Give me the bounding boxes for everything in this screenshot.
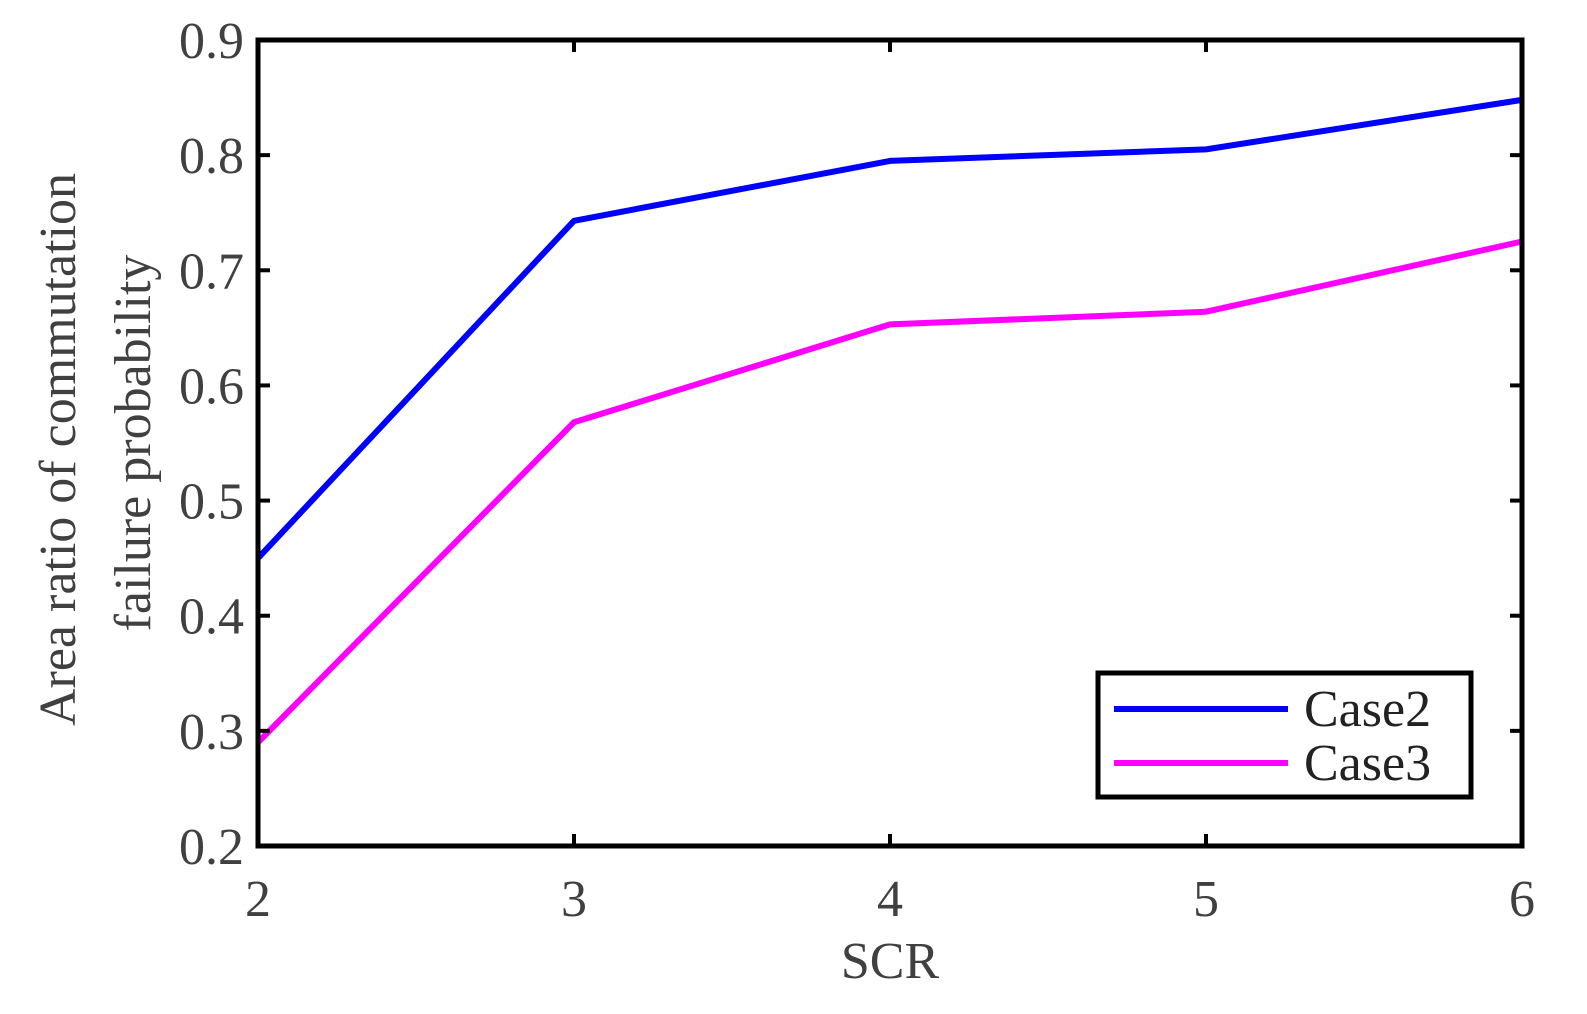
y-axis-title-line-1: Area ratio of commutation — [30, 173, 87, 726]
y-tick-label: 0.8 — [179, 128, 244, 185]
x-axis-title: SCR — [841, 933, 940, 990]
legend-label-case3: Case3 — [1304, 735, 1431, 792]
y-tick-label: 0.3 — [179, 704, 244, 761]
tick-labels: 2 3 4 5 6 0.2 0.3 0.4 0.5 0.6 0.7 0.8 0.9 — [179, 13, 1535, 928]
y-tick-label: 0.7 — [179, 243, 244, 300]
y-axis-title: Area ratio of commutation failure probab… — [30, 160, 162, 726]
axis-ticks — [256, 38, 1524, 848]
y-tick-label: 0.9 — [179, 13, 244, 70]
x-tick-label: 6 — [1509, 871, 1535, 928]
x-tick-label: 3 — [561, 871, 587, 928]
x-tick-label: 2 — [245, 871, 271, 928]
y-tick-label: 0.6 — [179, 358, 244, 415]
y-tick-label: 0.2 — [179, 819, 244, 876]
series-line-case2 — [255, 96, 1523, 561]
legend-box — [1095, 670, 1474, 800]
y-tick-label: 0.5 — [179, 474, 244, 531]
series-lines — [255, 96, 1523, 745]
series-line-case3 — [255, 238, 1523, 745]
x-tick-label: 4 — [877, 871, 903, 928]
x-tick-label: 5 — [1193, 871, 1219, 928]
y-tick-label: 0.4 — [179, 589, 244, 646]
y-axis-title-line-2: failure probability — [105, 255, 162, 632]
legend-label-case2: Case2 — [1304, 681, 1431, 738]
